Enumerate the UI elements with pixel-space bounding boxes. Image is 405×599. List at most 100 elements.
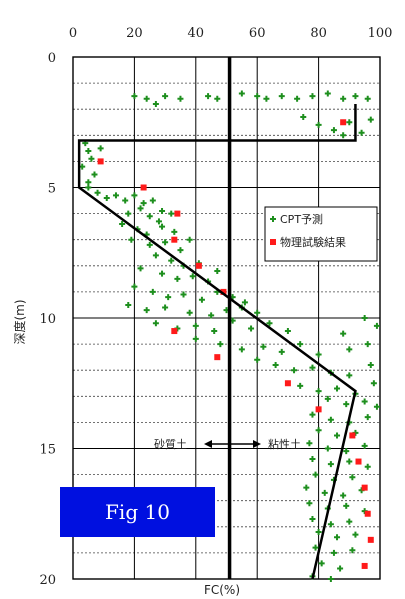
cpt-point [152, 320, 159, 327]
cpt-point [162, 239, 169, 246]
legend-box [264, 206, 378, 262]
cpt-point [131, 93, 138, 100]
cpt-point [330, 549, 337, 556]
cpt-point [192, 322, 199, 329]
cpt-point [324, 395, 331, 402]
y-axis: 0 5 10 15 20 [39, 51, 56, 588]
cpt-point [327, 416, 334, 423]
cpt-point [266, 320, 273, 327]
y-tick-label: 20 [39, 573, 56, 588]
cpt-point [248, 325, 255, 332]
cpt-point [159, 223, 166, 230]
cpt-point [125, 210, 132, 217]
cpt-point [162, 93, 169, 100]
lab-point [140, 184, 147, 191]
cpt-point [85, 184, 92, 191]
cpt-point [217, 341, 224, 348]
cpt-point [373, 322, 380, 329]
cpt-point [352, 531, 359, 538]
lab-point [171, 328, 178, 335]
cpt-point [149, 197, 156, 204]
cpt-point [205, 93, 212, 100]
figure-label: Fig 10 [60, 487, 215, 537]
annotation-right-label: 粘性土 [268, 437, 301, 451]
cpt-point [346, 372, 353, 379]
lab-point [214, 354, 221, 361]
cpt-point [324, 445, 331, 452]
cpt-point [297, 382, 304, 389]
cpt-point [254, 93, 261, 100]
cpt-point [137, 205, 144, 212]
cpt-point [309, 93, 316, 100]
cpt-point [300, 114, 307, 121]
cpt-point [238, 346, 245, 353]
cpt-point [103, 194, 110, 201]
x-tick-label: 0 [69, 26, 77, 41]
cpt-point [152, 252, 159, 259]
cpt-point [254, 309, 261, 316]
cpt-point [346, 458, 353, 465]
cpt-point [349, 474, 356, 481]
y-tick-label: 0 [48, 51, 56, 66]
cpt-point [361, 398, 368, 405]
arrow-left-icon [204, 440, 212, 448]
cpt-point [198, 296, 205, 303]
y-tick-label: 5 [48, 182, 56, 197]
cpt-point [146, 241, 153, 248]
x-tick-label: 100 [368, 26, 393, 41]
cpt-point [343, 448, 350, 455]
lab-point [97, 158, 104, 165]
cpt-point [364, 414, 371, 421]
y-axis-label: 深度(m) [12, 299, 27, 344]
series-lab [97, 119, 374, 569]
arrow-right-icon [253, 440, 261, 448]
data-marks [79, 90, 380, 582]
cpt-point [346, 346, 353, 353]
legend-marker-lab [270, 239, 276, 245]
legend-label-cpt: CPT予測 [280, 212, 323, 226]
cpt-point [168, 257, 175, 264]
cpt-point [238, 90, 245, 97]
cpt-point [349, 547, 356, 554]
cpt-point [94, 189, 101, 196]
cpt-point [263, 95, 270, 102]
cpt-point [361, 315, 368, 321]
cpt-point [343, 401, 350, 408]
cpt-point [260, 343, 267, 350]
cpt-point [143, 307, 150, 314]
cpt-point [112, 192, 119, 199]
cpt-point [149, 288, 156, 295]
cpt-point [168, 210, 175, 217]
legend-marker-cpt [270, 216, 276, 222]
boundary-lines [77, 57, 357, 580]
cpt-point [315, 351, 322, 358]
cpt-point [241, 299, 248, 306]
cpt-point [346, 119, 353, 126]
lab-point [340, 119, 347, 126]
cpt-point [361, 442, 368, 449]
x-tick-label: 20 [126, 26, 143, 41]
cpt-point [152, 100, 159, 107]
cpt-point [297, 341, 304, 348]
x-tick-label: 40 [188, 26, 205, 41]
cpt-point [159, 270, 166, 277]
cpt-point [327, 461, 334, 468]
lab-point [174, 210, 181, 217]
lab-point [284, 380, 291, 387]
cpt-point [214, 268, 221, 275]
cpt-point [88, 155, 95, 162]
cpt-point [278, 93, 285, 100]
cpt-point [189, 273, 196, 280]
cpt-point [143, 95, 150, 102]
x-tick-label: 80 [310, 26, 327, 41]
lab-point [367, 536, 374, 543]
cpt-point [159, 207, 166, 214]
cpt-point [208, 312, 215, 319]
cpt-point [312, 544, 319, 551]
cpt-point [186, 309, 193, 316]
cpt-point [367, 361, 374, 368]
cpt-point [291, 367, 298, 374]
cpt-point [122, 197, 129, 204]
cpt-point [306, 500, 313, 507]
cpt-point [312, 471, 319, 478]
